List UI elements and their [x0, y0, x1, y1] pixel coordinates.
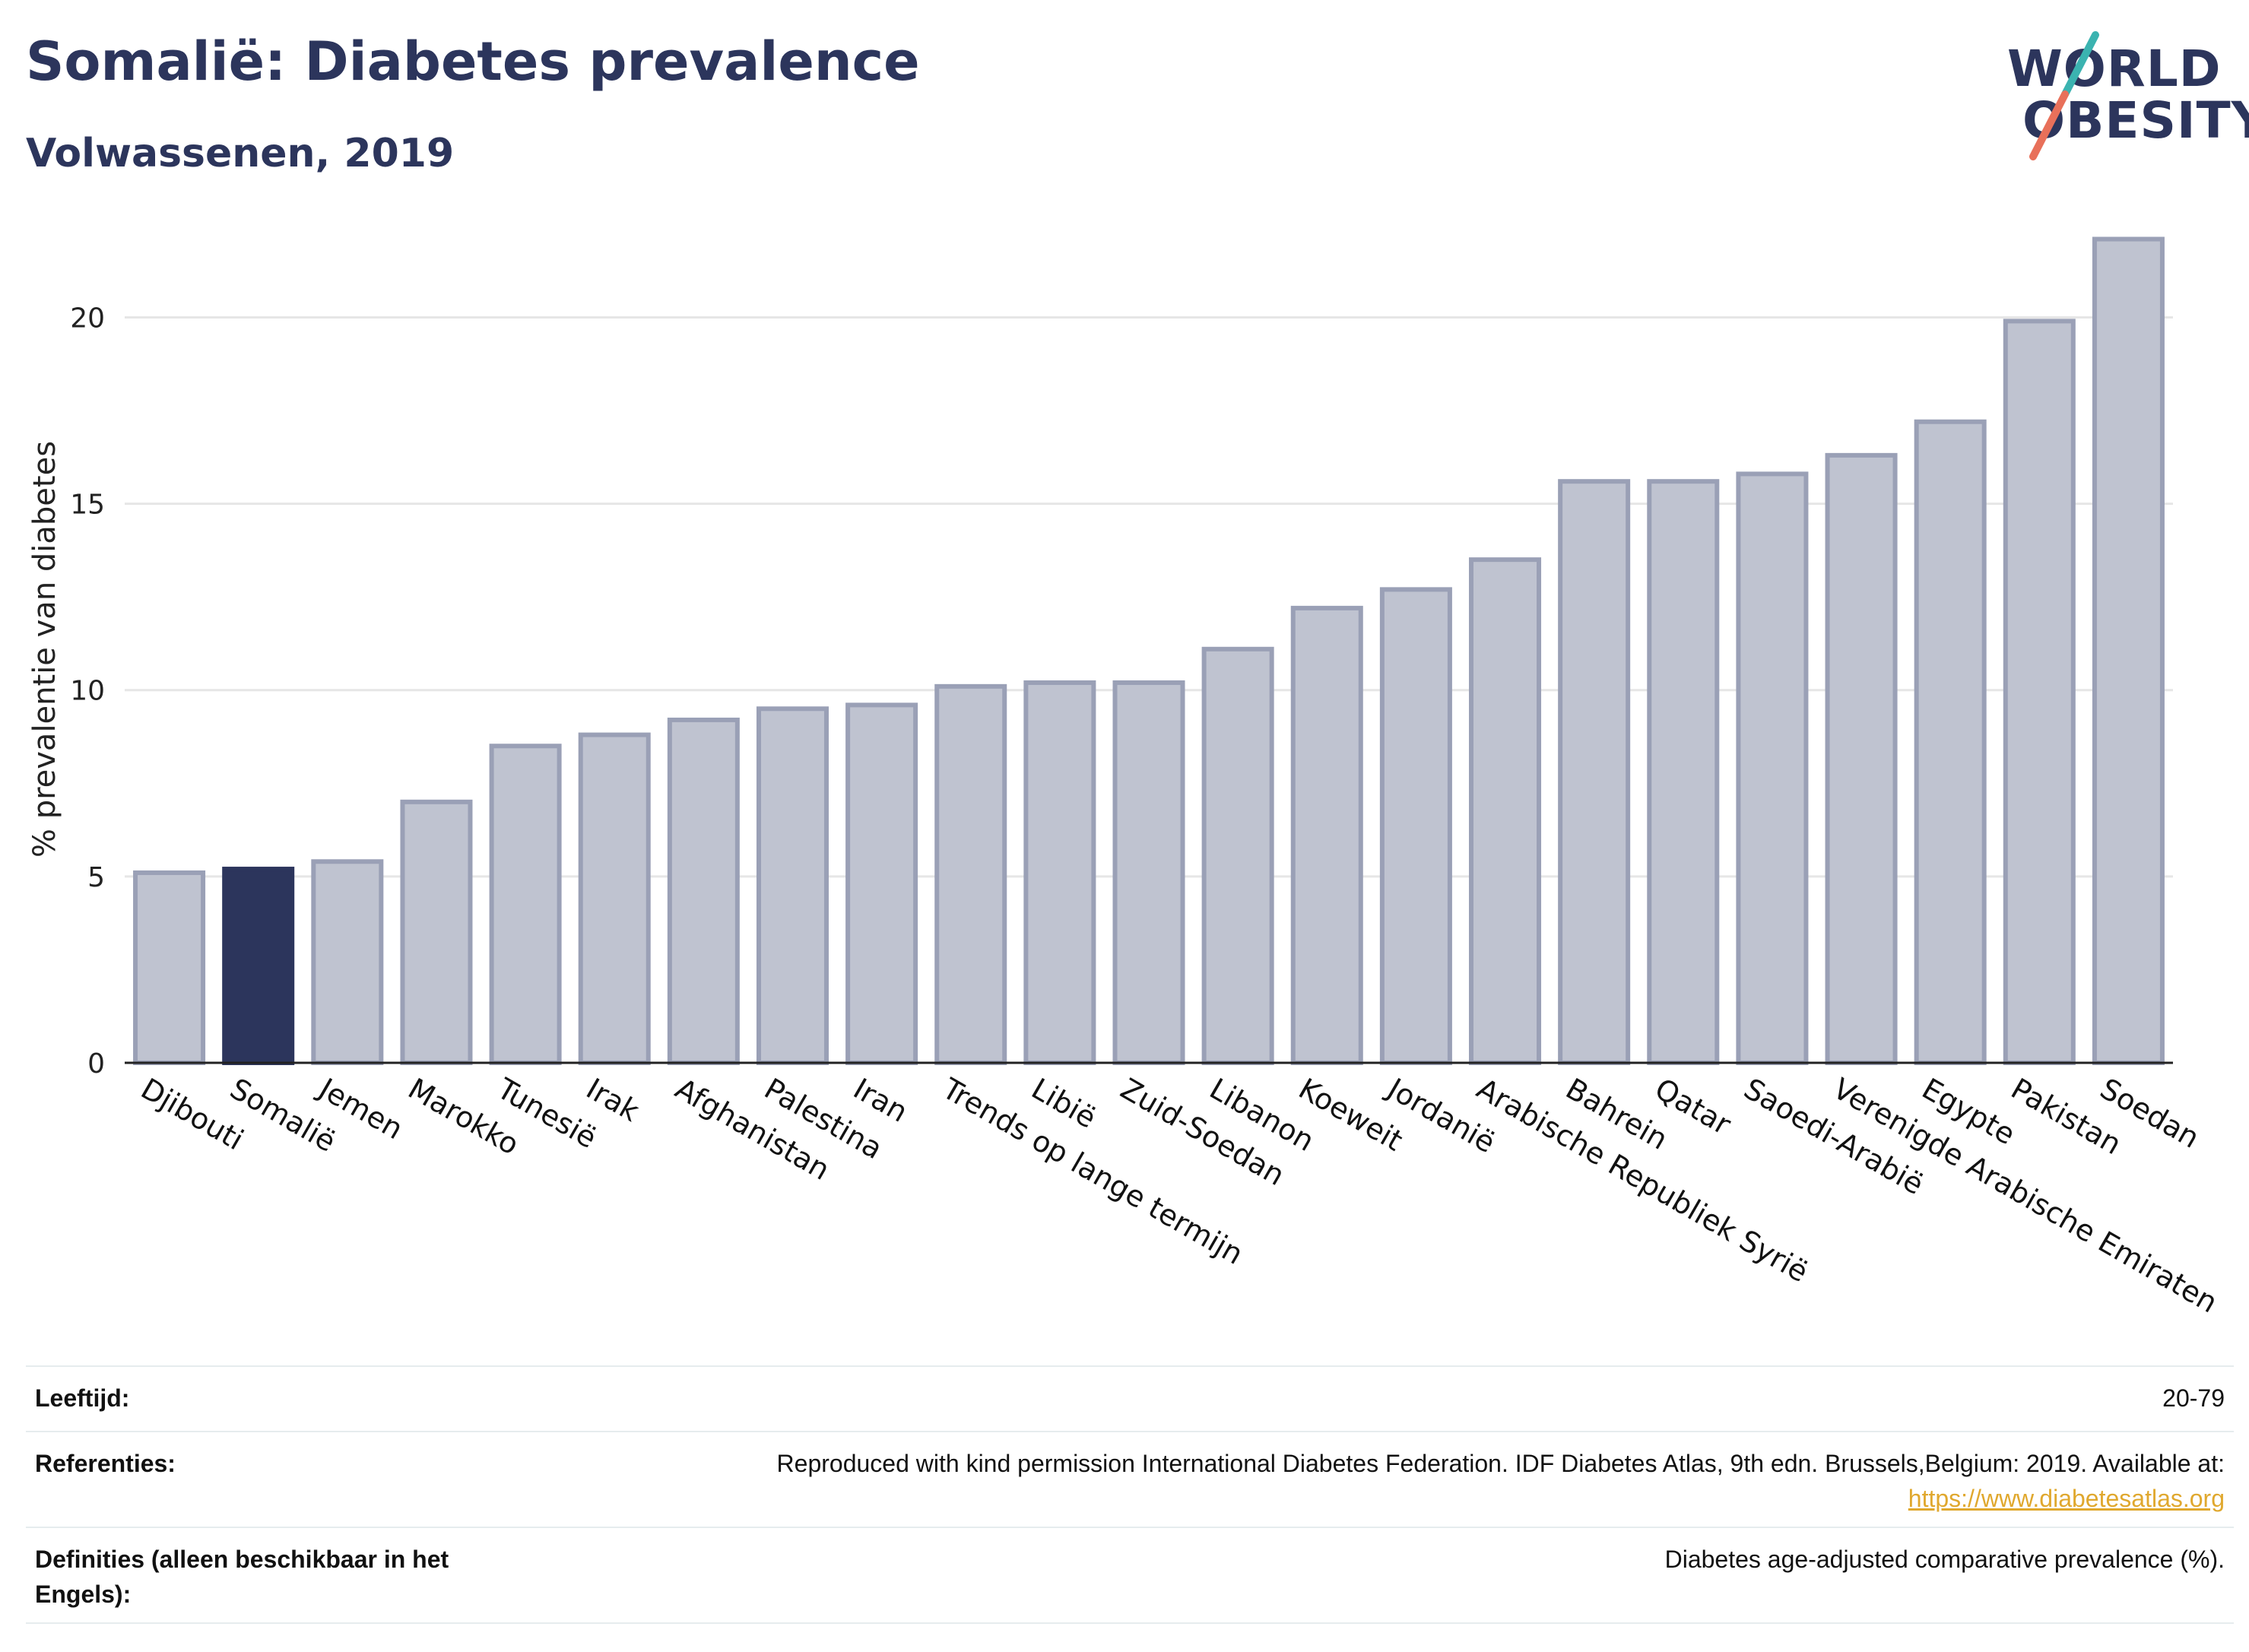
- logo-slash-icon: [2029, 31, 2099, 160]
- footer-row-definitions: Definities (alleen beschikbaar in het En…: [26, 1527, 2234, 1624]
- bar-jordani-[interactable]: [1379, 587, 1452, 1065]
- bar-verenigde-arabische-emiraten[interactable]: [1825, 452, 1898, 1065]
- bar-djibouti[interactable]: [133, 870, 206, 1065]
- bar-somali-[interactable]: [222, 867, 295, 1065]
- bar-marokko[interactable]: [400, 799, 473, 1066]
- bar-egypte[interactable]: [1914, 419, 1987, 1065]
- bars: [133, 236, 2165, 1066]
- footer-references-text: Reproduced with kind permission Internat…: [776, 1450, 2225, 1477]
- bar-irak[interactable]: [578, 732, 651, 1065]
- bar-koeweit[interactable]: [1290, 605, 1363, 1065]
- footer-value-age: 20-79: [2162, 1384, 2225, 1412]
- bar-palestina[interactable]: [756, 706, 829, 1065]
- bar-bahrein[interactable]: [1558, 479, 1631, 1065]
- bar-jemen[interactable]: [311, 859, 384, 1065]
- y-tick-label: 0: [87, 1048, 105, 1080]
- bar-chart: 0 5 10 15 20 DjiboutiSomaliëJemenMarokkoTune…: [27, 236, 2223, 1320]
- bar-afghanistan[interactable]: [667, 717, 740, 1065]
- chart-subtitle: Volwassenen, 2019: [26, 131, 455, 176]
- footer-label-age: Leeftijd:: [35, 1384, 130, 1412]
- x-tick-label: Djibouti: [135, 1072, 249, 1157]
- footer-label-references: Referenties:: [35, 1450, 176, 1477]
- y-tick-label: 15: [70, 490, 105, 521]
- bar-pakistan[interactable]: [2003, 319, 2076, 1065]
- footer-value-references: Reproduced with kind permission Internat…: [777, 1446, 2225, 1516]
- bar-iran[interactable]: [845, 702, 918, 1066]
- diabetesatlas-link[interactable]: https://www.diabetesatlas.org: [1908, 1485, 2225, 1512]
- chart-title: Somalië: Diabetes prevalence: [26, 30, 920, 93]
- bar-libanon[interactable]: [1201, 646, 1274, 1065]
- footer-label-definitions: Definities (alleen beschikbaar in het En…: [35, 1546, 449, 1608]
- y-tick-label: 20: [70, 303, 105, 334]
- y-axis-ticks: 0 5 10 15 20: [70, 303, 105, 1080]
- bar-tunesi-[interactable]: [489, 744, 562, 1066]
- chart-footer: Leeftijd: 20-79 Referenties: Reproduced …: [26, 1365, 2234, 1624]
- bar-trends-op-lange-termijn[interactable]: [934, 683, 1007, 1065]
- logo-word-world: WORLD: [2007, 40, 2222, 98]
- footer-value-definitions: Diabetes age-adjusted comparative preval…: [1664, 1546, 2225, 1573]
- world-obesity-logo[interactable]: WORLD OBESITY: [1984, 30, 2249, 167]
- y-tick-label: 5: [87, 862, 105, 893]
- bar-qatar[interactable]: [1647, 479, 1720, 1065]
- bar-saoedi-arabi-[interactable]: [1736, 471, 1809, 1065]
- footer-row-age: Leeftijd: 20-79: [26, 1365, 2234, 1431]
- bar-arabische-republiek-syri-[interactable]: [1469, 557, 1542, 1065]
- bar-zuid-soedan[interactable]: [1112, 680, 1185, 1065]
- y-axis-label: % prevalentie van diabetes: [27, 441, 62, 858]
- bar-libi-[interactable]: [1023, 680, 1096, 1065]
- bar-soedan[interactable]: [2092, 236, 2165, 1065]
- footer-row-references: Referenties: Reproduced with kind permis…: [26, 1431, 2234, 1527]
- y-tick-label: 10: [70, 676, 105, 707]
